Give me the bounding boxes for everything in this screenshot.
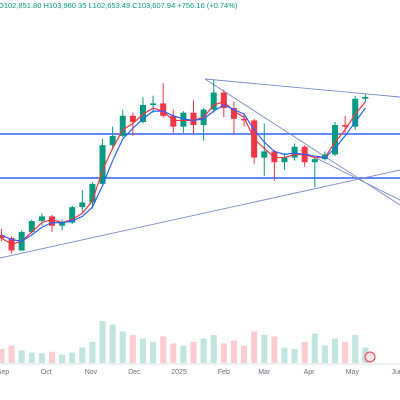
candle-body [352, 98, 359, 127]
volume-bar [48, 351, 55, 363]
volume-bar [352, 335, 359, 363]
volume-bar [241, 345, 248, 363]
candle-body [230, 108, 237, 119]
volume-bar [230, 340, 237, 363]
candle-body [180, 112, 187, 127]
volume-bar [89, 342, 96, 363]
candle-body [150, 103, 157, 105]
volume-bar [210, 335, 217, 363]
x-tick-label: Apr [304, 369, 316, 376]
volume-bar [129, 335, 136, 363]
volume-bar [99, 321, 106, 363]
volume-bar [291, 349, 298, 363]
candle-body [220, 92, 227, 109]
candle-body [28, 221, 35, 232]
volume-bar [190, 342, 197, 363]
volume-bar [79, 347, 86, 363]
candle-body [170, 115, 177, 127]
volume-bar [311, 333, 318, 363]
candle-body [48, 216, 55, 226]
candle-body [38, 216, 45, 222]
volume-bar [18, 350, 25, 363]
candle-body [241, 118, 248, 121]
moving-average [1, 104, 366, 242]
x-tick-label: Sep [0, 369, 9, 376]
ma-layer [1, 101, 366, 245]
candle-body [99, 145, 106, 184]
trend-line [0, 169, 400, 259]
candle-body [129, 115, 136, 122]
candle-body [69, 207, 76, 223]
x-tick-label: 2025 [171, 369, 187, 376]
volume-bar [109, 324, 116, 363]
candle-body [311, 159, 318, 163]
x-tick-label: Jun [391, 369, 400, 376]
volume-bar [119, 331, 126, 363]
candle-body [0, 234, 5, 239]
volume-bar [251, 331, 258, 363]
volume-bar [281, 347, 288, 363]
x-tick-label: Feb [218, 369, 230, 376]
volume-bar [38, 353, 45, 363]
volume-bar [200, 338, 207, 363]
trend-line [204, 78, 400, 98]
candle-body [109, 135, 116, 146]
volume-bar [321, 345, 328, 363]
candle-body [342, 125, 349, 127]
volume-bar [301, 342, 308, 363]
candle-body [261, 151, 268, 158]
candle-body [79, 202, 86, 208]
x-tick-label: Mar [258, 369, 271, 376]
volume-bar [220, 343, 227, 363]
volume-bar [160, 336, 167, 363]
candle-body [160, 103, 167, 116]
volume-bar [28, 352, 35, 363]
candle-body [332, 125, 339, 155]
volume-bar [69, 352, 76, 363]
candle-body [139, 104, 146, 122]
candle-body [119, 115, 126, 136]
volume-bar [150, 342, 157, 363]
volume-bar [332, 338, 339, 363]
volume-layer [0, 321, 369, 363]
x-tick-label: May [346, 369, 360, 376]
ohlc-legend: O102,851.80 H103,960.35 L102,653.49 C103… [0, 1, 238, 10]
candle-body [291, 146, 298, 158]
x-axis: Sep Oct Nov Dec 2025 Feb Mar Apr May Jun [0, 369, 400, 376]
volume-bar [180, 345, 187, 363]
candle-body [362, 96, 369, 99]
volume-bar [0, 349, 5, 363]
candle-body [210, 92, 217, 110]
volume-bar [8, 345, 15, 363]
volume-bar [139, 338, 146, 363]
candle-body [89, 183, 96, 203]
volume-bar [59, 354, 66, 363]
x-tick-label: Nov [85, 369, 98, 376]
volume-bar [261, 335, 268, 363]
volume-bar [170, 343, 177, 363]
trend-line [299, 149, 400, 201]
volume-bar [271, 336, 278, 363]
candle-body [59, 222, 66, 226]
event-icon[interactable] [364, 351, 376, 363]
candle-body [190, 112, 197, 126]
candle-body [281, 157, 288, 163]
x-tick-label: Dec [128, 369, 141, 376]
volume-bar [342, 342, 349, 363]
x-tick-label: Oct [41, 369, 52, 376]
